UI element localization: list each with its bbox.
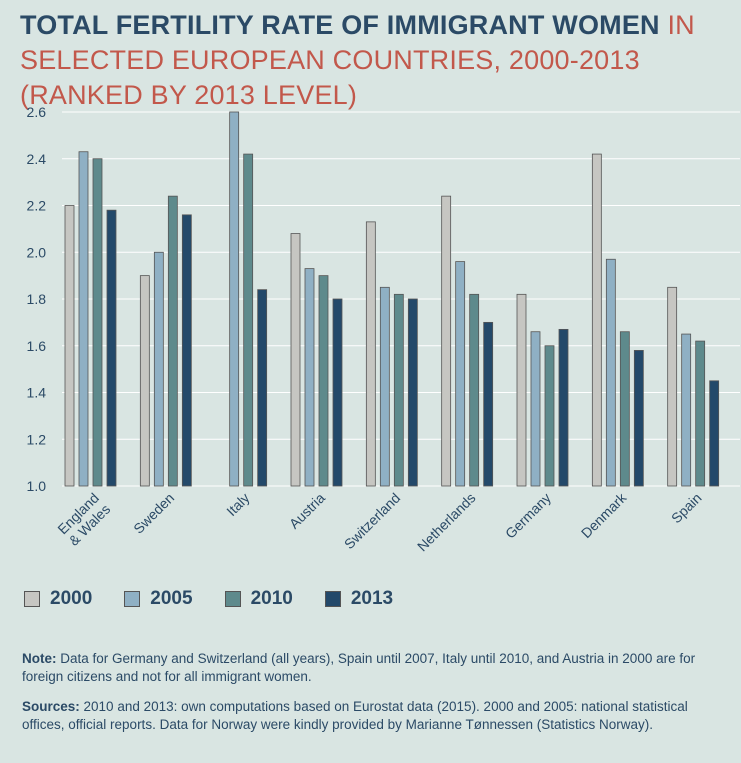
x-tick-label: Germany <box>502 490 554 542</box>
bars <box>64 111 720 487</box>
bar-2013-0 <box>106 209 117 487</box>
legend-swatch <box>24 591 40 607</box>
legend-item-2010: 2010 <box>224 588 293 610</box>
bar-2000-7 <box>591 153 602 487</box>
bar-2013-4 <box>407 298 418 487</box>
bar-2000-0 <box>64 205 75 487</box>
bar-2000-4 <box>365 221 376 487</box>
bar-2005-1 <box>153 251 164 487</box>
y-tick-label: 1.6 <box>27 338 47 354</box>
x-tick-label: Austria <box>286 489 328 531</box>
y-axis-ticks: 1.0 1.2 1.4 1.6 1.8 2.0 2.2 2.4 2.6 <box>27 104 47 494</box>
bar-2013-8 <box>709 380 720 487</box>
bar-2013-6 <box>558 328 569 487</box>
bar-2005-7 <box>605 258 616 487</box>
note-paragraph: Note: Data for Germany and Switzerland (… <box>22 650 722 686</box>
legend-item-2005: 2005 <box>124 588 193 610</box>
legend-swatch <box>124 591 141 607</box>
title-light: in selected European countries, 2000-201… <box>20 10 695 110</box>
bar-2010-4 <box>393 293 404 487</box>
x-tick-label: Spain <box>668 490 705 527</box>
bar-2000-1 <box>139 275 150 487</box>
bar-2005-6 <box>530 331 541 487</box>
bar-2013-1 <box>181 214 192 487</box>
x-tick-label: Denmark <box>578 489 630 541</box>
bar-2010-6 <box>544 345 555 487</box>
bar-2005-5 <box>455 261 466 487</box>
bar-2005-2 <box>229 111 240 487</box>
sources-paragraph: Sources: 2010 and 2013: own computations… <box>22 698 722 734</box>
legend-swatch <box>224 591 241 607</box>
bar-2013-2 <box>257 289 268 487</box>
y-tick-label: 1.4 <box>27 385 47 401</box>
bar-chart: 1.0 1.2 1.4 1.6 1.8 2.0 2.2 2.4 2.6 England& Wal… <box>27 104 740 554</box>
y-tick-label: 2.6 <box>27 104 47 120</box>
x-tick-label: Switzerland <box>341 490 403 552</box>
bar-2013-5 <box>483 321 494 487</box>
x-tick-label: Italy <box>223 490 252 519</box>
title-bold: Total fertility rate of immigrant women <box>20 10 660 40</box>
legend-item-2000: 2000 <box>24 588 92 610</box>
bar-2010-3 <box>318 275 329 487</box>
legend-label: 2000 <box>50 588 93 609</box>
y-tick-label: 2.2 <box>27 198 47 214</box>
bar-2005-4 <box>379 286 390 487</box>
x-tick-text: Spain <box>668 490 705 527</box>
x-tick-text: Italy <box>223 490 252 519</box>
legend-item-2013: 2013 <box>324 588 394 610</box>
y-tick-label: 2.4 <box>27 151 47 167</box>
bar-2000-5 <box>441 195 452 487</box>
bar-2010-7 <box>619 331 630 487</box>
bar-2010-1 <box>167 195 178 487</box>
note-label: Note: <box>22 651 57 666</box>
bar-2013-3 <box>332 298 343 487</box>
legend-swatch <box>324 591 341 607</box>
x-tick-label: England& Wales <box>54 490 113 549</box>
x-tick-text: Switzerland <box>341 490 403 552</box>
chart-title: Total fertility rate of immigrant women … <box>20 8 730 113</box>
y-tick-label: 1.0 <box>27 478 47 494</box>
x-tick-text: Germany <box>502 490 554 542</box>
legend-label: 2013 <box>350 588 394 609</box>
bar-2005-8 <box>681 333 692 487</box>
note-text: Data for Germany and Switzerland (all ye… <box>22 651 696 684</box>
bar-2010-0 <box>92 158 103 487</box>
bar-2010-2 <box>243 153 254 487</box>
notes: Note: Data for Germany and Switzerland (… <box>22 650 722 746</box>
y-tick-label: 2.0 <box>27 244 47 260</box>
y-tick-label: 1.2 <box>27 431 47 447</box>
y-tick-label: 1.8 <box>27 291 47 307</box>
legend-label: 2010 <box>250 588 293 609</box>
bar-2010-8 <box>695 340 706 487</box>
bar-2000-8 <box>667 286 678 487</box>
legend-label: 2005 <box>150 588 193 609</box>
x-tick-text: Austria <box>286 489 328 531</box>
legend: 2000 2005 2010 2013 <box>24 588 425 610</box>
bar-2013-7 <box>633 350 644 487</box>
x-tick-label: Netherlands <box>414 490 479 555</box>
x-axis-ticks: England& Wales Sweden Italy Austria Switzerl… <box>54 489 704 554</box>
bar-2010-5 <box>469 293 480 487</box>
bar-2005-0 <box>78 151 89 487</box>
bar-2000-3 <box>290 233 301 487</box>
bar-2000-6 <box>516 293 527 487</box>
x-tick-text: Netherlands <box>414 490 479 555</box>
x-tick-label: Sweden <box>130 490 177 537</box>
sources-text: 2010 and 2013: own computations based on… <box>22 699 688 732</box>
x-tick-text: Sweden <box>130 490 177 537</box>
sources-label: Sources: <box>22 699 80 714</box>
bar-2005-3 <box>304 268 315 487</box>
x-tick-text: Denmark <box>578 489 630 541</box>
